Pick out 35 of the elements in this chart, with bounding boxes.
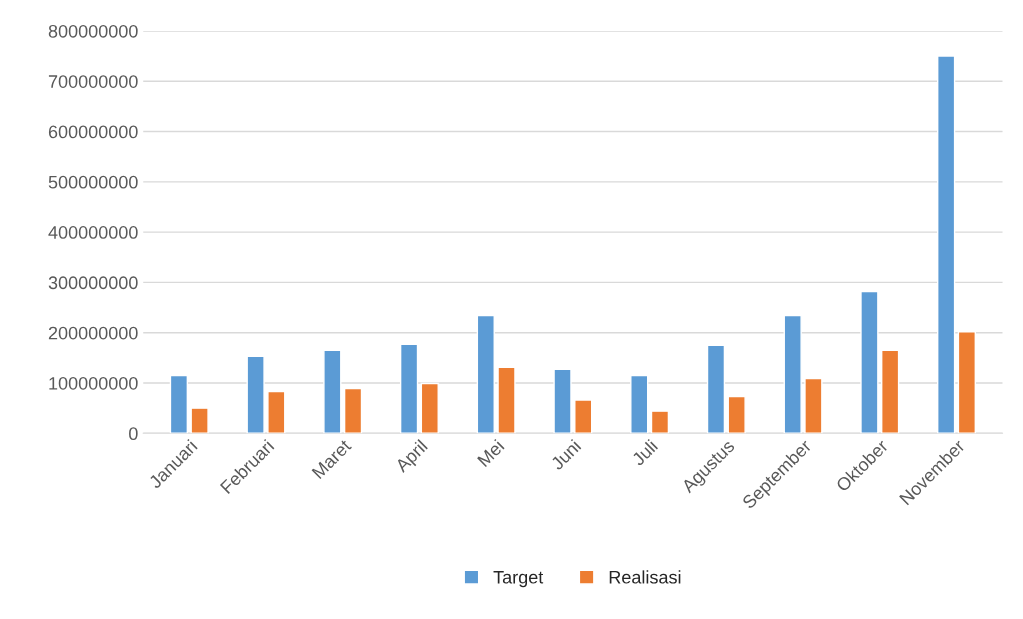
bar [169,374,189,434]
legend-label: Target [493,571,544,588]
bar [267,390,286,434]
bar [706,344,726,434]
y-tick-label: 500000000 [48,175,138,189]
bar [574,399,593,434]
y-tick-label: 0 [129,427,138,441]
bar [727,395,746,434]
bar [246,355,265,434]
bar [190,407,209,434]
y-tick-label: 300000000 [48,276,138,290]
bar [323,349,342,434]
bar [783,314,802,434]
y-tick-label: 400000000 [48,226,138,239]
y-tick-label: 100000000 [49,376,138,390]
bar [860,290,879,434]
bar [881,349,900,434]
bar [343,387,363,434]
x-tick-label: Juli [630,439,659,467]
y-tick-label: 200000000 [48,326,138,340]
x-tick-label: Mei [476,439,505,468]
bar [937,55,956,434]
y-tick-label: 700000000 [48,75,138,88]
bar [420,382,439,434]
bar [804,377,823,434]
bar [476,314,495,434]
bar [497,366,516,434]
y-tick-label: 600000000 [48,125,138,139]
bar [630,374,649,434]
bar [650,410,670,434]
bar [957,331,976,434]
y-tick-label: 800000000 [48,24,138,38]
bar [553,368,572,434]
bar [399,343,419,434]
legend-label: Realisasi [609,570,681,584]
